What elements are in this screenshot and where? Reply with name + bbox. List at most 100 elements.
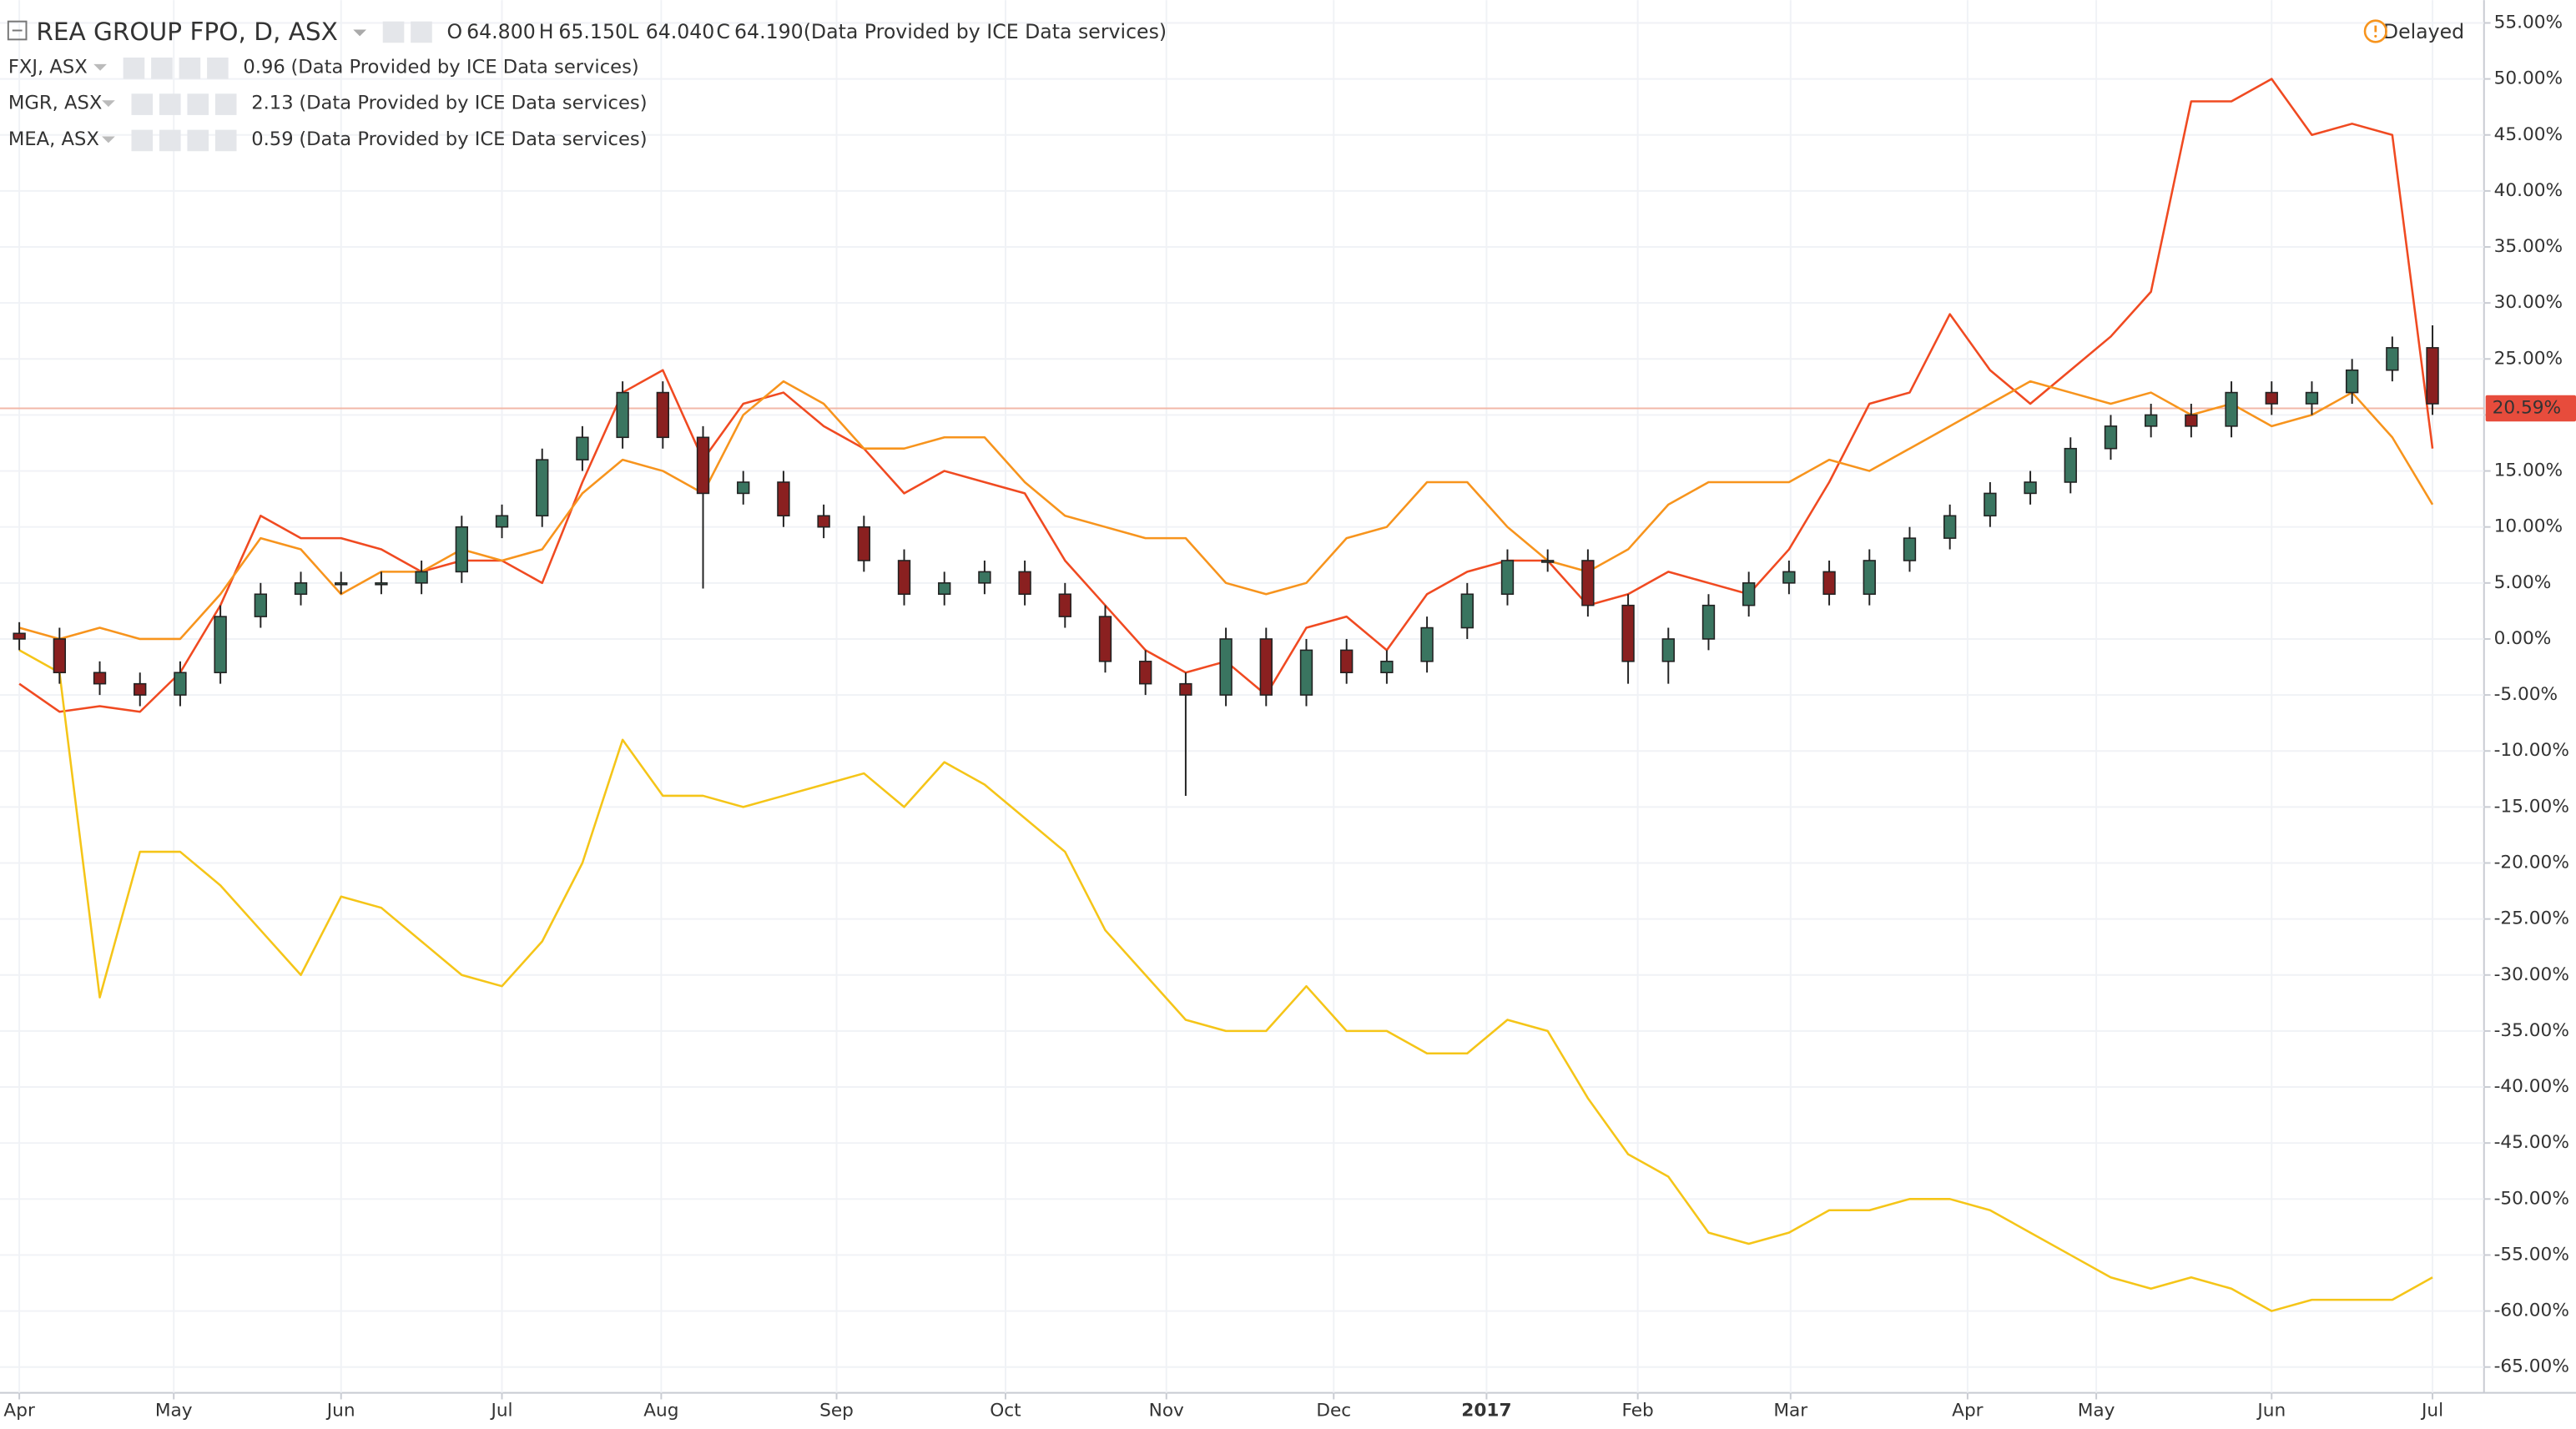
x-tick-label: Apr <box>1952 1400 1984 1421</box>
x-tick-label: Apr <box>3 1400 35 1421</box>
legend-button[interactable] <box>131 93 154 115</box>
candle-body <box>1098 616 1112 662</box>
legend-button[interactable] <box>159 93 181 115</box>
legend-last-value: 0.96 <box>243 56 285 78</box>
candle-body <box>1984 492 1997 517</box>
legend-button[interactable] <box>207 58 229 79</box>
x-tick-label: Mar <box>1773 1400 1807 1421</box>
y-tick-label: 45.00% <box>2494 124 2563 145</box>
y-tick-label: -55.00% <box>2494 1244 2569 1265</box>
candle-body <box>1782 571 1796 584</box>
visibility-button[interactable] <box>382 21 405 43</box>
candle-body <box>1299 649 1313 696</box>
y-tick-label: -65.00% <box>2494 1356 2569 1377</box>
candle-body <box>1460 593 1474 629</box>
candle-body <box>495 515 509 528</box>
candle-body <box>897 560 911 596</box>
candle-body <box>294 582 308 596</box>
legend-name: MEA, ASX <box>8 128 99 150</box>
candle-body <box>696 436 710 495</box>
legend-dropdown[interactable] <box>102 100 115 108</box>
candle-body <box>2305 391 2319 405</box>
settings-button[interactable] <box>411 21 432 43</box>
candle-body <box>1863 560 1876 596</box>
last-value-label: 20.59% <box>2493 398 2562 419</box>
candle-body <box>857 526 870 561</box>
candle-body <box>1340 649 1354 674</box>
candle-body <box>1058 593 1071 617</box>
ohlc-key: O <box>447 20 463 43</box>
series-line <box>18 649 2433 1312</box>
y-tick-label: 30.00% <box>2494 292 2563 313</box>
legend-button[interactable] <box>214 93 237 115</box>
candle-body <box>2386 347 2399 371</box>
candle-body <box>1541 560 1555 563</box>
legend-last-value: 0.59 <box>251 128 293 150</box>
candle-body <box>1621 604 1635 662</box>
source-note: (Data Provided by ICE Data services) <box>290 56 638 78</box>
candle-body <box>1420 626 1434 662</box>
status-icon <box>2363 19 2387 43</box>
legend-button[interactable] <box>214 129 237 152</box>
candle-body <box>53 638 67 674</box>
x-tick-label: Aug <box>643 1400 678 1421</box>
x-tick-label: Dec <box>1316 1400 1351 1421</box>
x-tick-label: May <box>2078 1400 2115 1421</box>
legend-button[interactable] <box>187 93 209 115</box>
chart-title: REA GROUP FPO, D, ASX <box>36 18 338 46</box>
y-tick-label: -40.00% <box>2494 1076 2569 1097</box>
y-tick-label: -20.00% <box>2494 853 2569 873</box>
candle-body <box>375 582 388 586</box>
candle-body <box>1742 582 1756 606</box>
legend-button[interactable] <box>159 129 181 152</box>
legend-dropdown[interactable] <box>93 63 107 71</box>
legend-button[interactable] <box>131 129 154 152</box>
candle-body <box>2185 414 2198 427</box>
x-tick-label: Jul <box>489 1400 512 1421</box>
candle-body <box>2426 347 2439 405</box>
collapse-button[interactable] <box>7 20 28 41</box>
plot-area <box>0 0 2484 1393</box>
candle-body <box>1380 661 1394 674</box>
last-value-box <box>2485 395 2576 422</box>
x-tick-label: Sep <box>819 1400 854 1421</box>
y-tick-label: -15.00% <box>2494 796 2569 817</box>
candle-body <box>2265 391 2278 405</box>
legend-button[interactable] <box>179 58 201 79</box>
ohlc-value: 64.040 <box>646 20 715 43</box>
legend-button[interactable] <box>123 58 145 79</box>
candle-body <box>455 526 468 573</box>
y-tick-label: 50.00% <box>2494 68 2563 89</box>
legend-button[interactable] <box>187 129 209 152</box>
y-tick-label: -5.00% <box>2494 684 2558 705</box>
ohlc-value: 64.800 <box>466 20 536 43</box>
candle-body <box>1943 515 1957 539</box>
candle-body <box>13 632 26 640</box>
candle-body <box>1139 661 1152 685</box>
y-tick-label: -50.00% <box>2494 1188 2569 1209</box>
ohlc-value: 65.150 <box>558 20 628 43</box>
candle-body <box>1500 560 1515 596</box>
candle-body <box>415 571 428 584</box>
status-label: Delayed <box>2383 20 2464 43</box>
x-tick-label: Oct <box>990 1400 1021 1421</box>
legend-button[interactable] <box>151 58 173 79</box>
legend-dropdown[interactable] <box>102 136 115 143</box>
candle-body <box>1701 604 1716 640</box>
legend-name: MGR, ASX <box>8 93 103 114</box>
candle-body <box>93 672 107 685</box>
candle-body <box>2345 369 2359 394</box>
candle-body <box>576 436 589 460</box>
x-tick-label: Jun <box>325 1400 355 1421</box>
x-tick-label: May <box>155 1400 193 1421</box>
candle-body <box>1018 571 1031 596</box>
dropdown[interactable] <box>353 29 367 37</box>
y-tick-label: -60.00% <box>2494 1301 2569 1321</box>
y-tick-label: -45.00% <box>2494 1132 2569 1153</box>
legend-last-value: 2.13 <box>251 93 293 114</box>
candle-body <box>656 391 669 439</box>
candle-body <box>817 515 830 528</box>
x-tick-label: Jun <box>2256 1400 2286 1421</box>
